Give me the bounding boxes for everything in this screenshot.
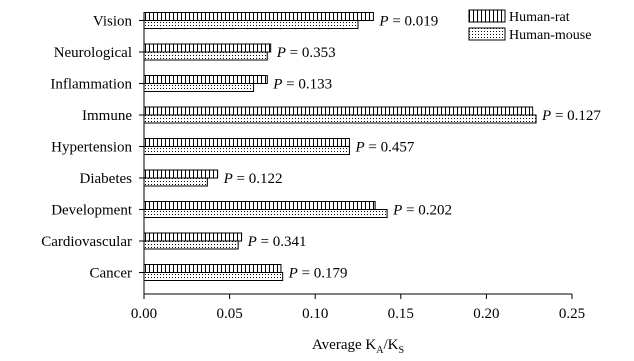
- p-symbol: P: [276, 45, 286, 61]
- x-tick-label: 0.25: [559, 306, 585, 322]
- p-value: = 0.457: [365, 140, 415, 156]
- p-value-label: P = 0.127: [541, 108, 601, 124]
- p-value: = 0.122: [233, 171, 283, 187]
- x-tick-label: 0.15: [388, 306, 414, 322]
- category-label: Inflammation: [50, 77, 132, 93]
- p-value: = 0.179: [298, 266, 348, 282]
- p-value: = 0.133: [282, 77, 332, 93]
- legend-swatch-human-rat: [468, 9, 506, 23]
- p-symbol: P: [272, 77, 282, 93]
- bar-human-rat-cancer: [143, 264, 282, 273]
- p-value-label: P = 0.019: [378, 14, 438, 30]
- bar-human-rat-vision: [143, 12, 374, 21]
- bar-human-mouse-vision: [143, 20, 359, 29]
- bars-group: [143, 12, 537, 281]
- bar-human-mouse-inflammation: [143, 83, 255, 92]
- p-value-label: P = 0.353: [276, 45, 336, 61]
- p-symbol: P: [247, 234, 257, 250]
- category-label: Cardiovascular: [41, 234, 132, 250]
- category-labels: Vision Neurological Inflammation Immune Hype…: [41, 14, 144, 282]
- p-value-label: P = 0.341: [247, 234, 307, 250]
- bar-human-rat-immune: [143, 106, 534, 116]
- legend-swatch-human-mouse: [468, 27, 506, 41]
- category-label: Diabetes: [80, 171, 133, 187]
- x-tick-label: 0.20: [473, 306, 499, 322]
- x-axis-label-sep: /K: [383, 337, 398, 353]
- x-axis-label-sub-a: A: [376, 345, 384, 356]
- bar-human-rat-cardiovascular: [143, 232, 243, 242]
- bar-human-rat-diabetes: [143, 169, 219, 179]
- category-label: Hypertension: [51, 140, 132, 156]
- p-symbol: P: [288, 266, 298, 282]
- p-value: = 0.127: [551, 108, 601, 124]
- category-label: Vision: [93, 14, 133, 30]
- legend: Human-rat Human-mouse: [468, 9, 591, 43]
- p-value: = 0.341: [257, 234, 307, 250]
- p-symbol: P: [392, 203, 402, 219]
- bar-human-mouse-hypertension: [143, 146, 350, 155]
- x-axis-label-sub-s: S: [398, 345, 404, 356]
- p-value: = 0.202: [402, 203, 452, 219]
- legend-label-human-mouse: Human-mouse: [509, 28, 591, 43]
- x-axis-label-main: Average K: [312, 337, 376, 353]
- bar-human-rat-neurological: [143, 43, 272, 53]
- p-value: = 0.353: [286, 45, 336, 61]
- p-value-label: P = 0.133: [272, 77, 332, 93]
- legend-label-human-rat: Human-rat: [509, 10, 570, 25]
- x-tick-label: 0.00: [131, 306, 157, 322]
- bar-human-mouse-development: [143, 209, 388, 218]
- p-symbol: P: [354, 140, 364, 156]
- p-symbol: P: [541, 108, 551, 124]
- x-axis-ticks: 0.00 0.05 0.10 0.15 0.20 0.25: [131, 294, 585, 322]
- bar-human-rat-inflammation: [143, 75, 268, 84]
- bar-human-mouse-cardiovascular: [143, 240, 239, 250]
- p-value-label: P = 0.202: [392, 203, 452, 219]
- bar-human-mouse-diabetes: [143, 177, 208, 187]
- p-symbol: P: [223, 171, 233, 187]
- p-value: = 0.019: [389, 14, 439, 30]
- p-value-label: P = 0.179: [288, 266, 348, 282]
- category-label: Cancer: [90, 266, 132, 282]
- bar-human-rat-hypertension: [143, 138, 350, 147]
- category-label: Development: [51, 203, 133, 219]
- x-tick-label: 0.10: [302, 306, 328, 322]
- p-symbol: P: [378, 14, 388, 30]
- bar-human-mouse-neurological: [143, 51, 268, 61]
- p-value-label: P = 0.457: [354, 140, 414, 156]
- category-label: Neurological: [54, 45, 132, 61]
- category-label: Immune: [82, 108, 132, 124]
- bar-human-mouse-immune: [143, 114, 537, 124]
- bar-human-mouse-cancer: [143, 272, 284, 281]
- x-axis-label: Average KA/KS: [312, 337, 404, 356]
- bar-human-rat-development: [143, 201, 376, 210]
- p-value-label: P = 0.122: [223, 171, 283, 187]
- x-tick-label: 0.05: [216, 306, 242, 322]
